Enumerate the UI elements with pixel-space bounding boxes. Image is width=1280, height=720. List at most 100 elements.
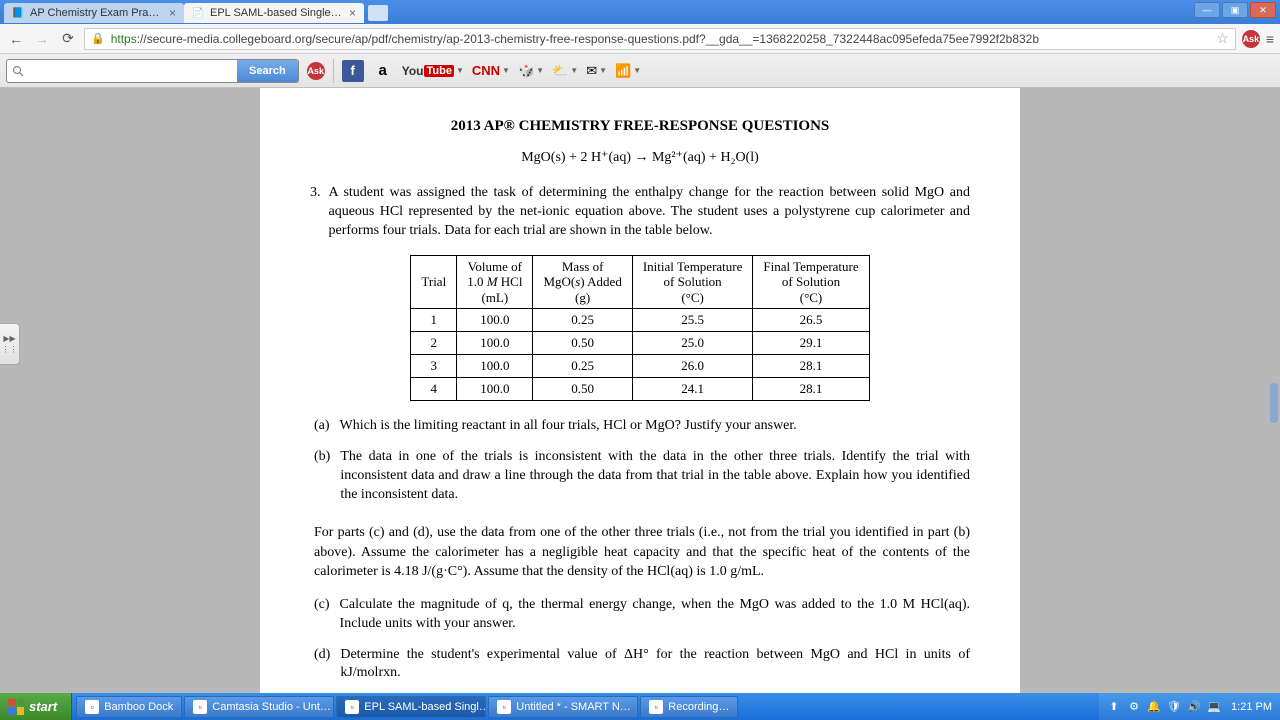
back-button[interactable]: ← [6, 29, 26, 49]
taskbar-item[interactable]: ▫Recording… [640, 696, 738, 718]
tray-icon[interactable]: ⚙ [1127, 700, 1141, 714]
tray-icon[interactable]: 🔊 [1187, 700, 1201, 714]
subquestion-b: (b) The data in one of the trials is inc… [314, 448, 970, 505]
tab-close-icon[interactable]: × [349, 6, 356, 20]
tray-icon[interactable]: ⬆ [1107, 700, 1121, 714]
toolbar-search: Search [6, 59, 299, 83]
chrome-menu-icon[interactable]: ≡ [1266, 31, 1274, 47]
taskbar-item[interactable]: ▫Camtasia Studio - Unt… [184, 696, 334, 718]
reload-button[interactable]: ⟳ [58, 29, 78, 49]
tab-title: EPL SAML-based Single Sign- [210, 7, 343, 19]
taskbar-clock[interactable]: 1:21 PM [1227, 701, 1272, 713]
search-button[interactable]: Search [237, 60, 298, 82]
windows-logo-icon [8, 699, 24, 715]
parts-note: For parts (c) and (d), use the data from… [314, 523, 970, 582]
tray-icon[interactable]: 💻 [1207, 700, 1221, 714]
table-row: 3100.00.2526.028.1 [411, 355, 869, 378]
chevron-down-icon: ▼ [599, 66, 607, 75]
question-text: A student was assigned the task of deter… [329, 184, 971, 241]
app-icon: ▫ [345, 700, 359, 714]
subquestion-label: (c) [314, 596, 330, 634]
youtube-button[interactable]: YouTube▼ [402, 64, 464, 78]
toolbar-item[interactable]: 📶▼ [615, 63, 641, 79]
close-button[interactable]: ✕ [1250, 2, 1276, 18]
mail-icon: ✉ [586, 63, 597, 79]
subquestion-d: (d) Determine the student's experimental… [314, 646, 970, 684]
weather-icon: ⛅ [552, 63, 568, 79]
subquestion-text: Determine the student's experimental val… [340, 646, 970, 684]
start-button[interactable]: start [0, 693, 72, 720]
table-row: 2100.00.5025.029.1 [411, 332, 869, 355]
window-controls: — ▣ ✕ [1194, 0, 1280, 18]
table-header: Final Temperatureof Solution(°C) [753, 255, 869, 309]
subquestion-label: (a) [314, 417, 330, 436]
maximize-button[interactable]: ▣ [1222, 2, 1248, 18]
toolbar-icon: 🎲 [518, 63, 534, 79]
browser-tabs: 📘 AP Chemistry Exam Practice × 📄 EPL SAM… [0, 0, 1194, 23]
ask-extension-icon[interactable]: Ask [1242, 30, 1260, 48]
toolbar-item[interactable]: 🎲▼ [518, 63, 544, 79]
chevron-down-icon: ▼ [456, 66, 464, 75]
table-cell: 1 [411, 309, 457, 332]
table-cell: 25.5 [632, 309, 753, 332]
table-cell: 28.1 [753, 378, 869, 401]
tab-favicon: 📄 [192, 7, 204, 19]
amazon-button[interactable]: a [372, 60, 394, 82]
browser-tab[interactable]: 📄 EPL SAML-based Single Sign- × [184, 3, 364, 23]
table-cell: 26.5 [753, 309, 869, 332]
table-cell: 25.0 [632, 332, 753, 355]
bookmark-star-icon[interactable]: ☆ [1216, 30, 1229, 47]
system-tray: ⬆ ⚙ 🔔 🛡 🔊 💻 1:21 PM [1099, 693, 1280, 720]
chevron-down-icon: ▼ [502, 66, 510, 75]
cnn-icon: CNN [472, 63, 500, 78]
table-cell: 4 [411, 378, 457, 401]
table-cell: 0.25 [533, 309, 632, 332]
subquestion-c: (c) Calculate the magnitude of q, the th… [314, 596, 970, 634]
scrollbar-thumb[interactable] [1270, 383, 1278, 423]
new-tab-button[interactable] [368, 5, 388, 21]
cnn-button[interactable]: CNN▼ [472, 63, 510, 78]
facebook-icon: f [342, 60, 364, 82]
tab-close-icon[interactable]: × [169, 6, 176, 20]
taskbar-item[interactable]: ▫Bamboo Dock [76, 696, 182, 718]
tray-icon[interactable]: 🔔 [1147, 700, 1161, 714]
subquestion-text: Which is the limiting reactant in all fo… [340, 417, 797, 436]
lock-icon: 🔒 [91, 32, 105, 45]
chevron-down-icon: ▼ [633, 66, 641, 75]
tab-favicon: 📘 [12, 7, 24, 19]
table-cell: 100.0 [457, 332, 533, 355]
chevron-down-icon: ▼ [570, 66, 578, 75]
facebook-button[interactable]: f [342, 60, 364, 82]
ask-logo-icon[interactable]: Ask [307, 62, 325, 80]
table-cell: 3 [411, 355, 457, 378]
browser-tab[interactable]: 📘 AP Chemistry Exam Practice × [4, 3, 184, 23]
table-cell: 2 [411, 332, 457, 355]
taskbar-item[interactable]: ▫EPL SAML-based Singl… [336, 696, 486, 718]
forward-button[interactable]: → [32, 29, 52, 49]
email-button[interactable]: ✉▼ [586, 63, 607, 79]
windows-taskbar: start ▫Bamboo Dock▫Camtasia Studio - Unt… [0, 693, 1280, 720]
toolbar-separator [333, 59, 334, 83]
side-panel-handle[interactable]: ▶▶⋮⋮ [0, 323, 20, 365]
app-icon: ▫ [649, 700, 663, 714]
youtube-icon: YouTube [402, 64, 454, 78]
weather-button[interactable]: ⛅▼ [552, 63, 578, 79]
table-header: Initial Temperatureof Solution(°C) [632, 255, 753, 309]
search-input[interactable] [7, 60, 237, 82]
app-icon: ▫ [193, 700, 207, 714]
data-table: Trial Volume of1.0 M HCl(mL) Mass ofMgO(… [410, 255, 869, 402]
chemical-equation: MgO(s) + 2 H⁺(aq) → Mg²⁺(aq) + H₂O(l) [310, 149, 970, 166]
taskbar-item[interactable]: ▫Untitled * - SMART N… [488, 696, 638, 718]
taskbar-items: ▫Bamboo Dock▫Camtasia Studio - Unt…▫EPL … [72, 694, 1099, 720]
table-cell: 29.1 [753, 332, 869, 355]
table-header: Trial [411, 255, 457, 309]
chevron-down-icon: ▼ [536, 66, 544, 75]
table-cell: 0.25 [533, 355, 632, 378]
table-header: Volume of1.0 M HCl(mL) [457, 255, 533, 309]
table-cell: 100.0 [457, 355, 533, 378]
table-row: 4100.00.5024.128.1 [411, 378, 869, 401]
app-icon: ▫ [85, 700, 99, 714]
minimize-button[interactable]: — [1194, 2, 1220, 18]
url-bar[interactable]: 🔒 https://secure-media.collegeboard.org/… [84, 28, 1236, 50]
tray-icon[interactable]: 🛡 [1167, 700, 1181, 714]
